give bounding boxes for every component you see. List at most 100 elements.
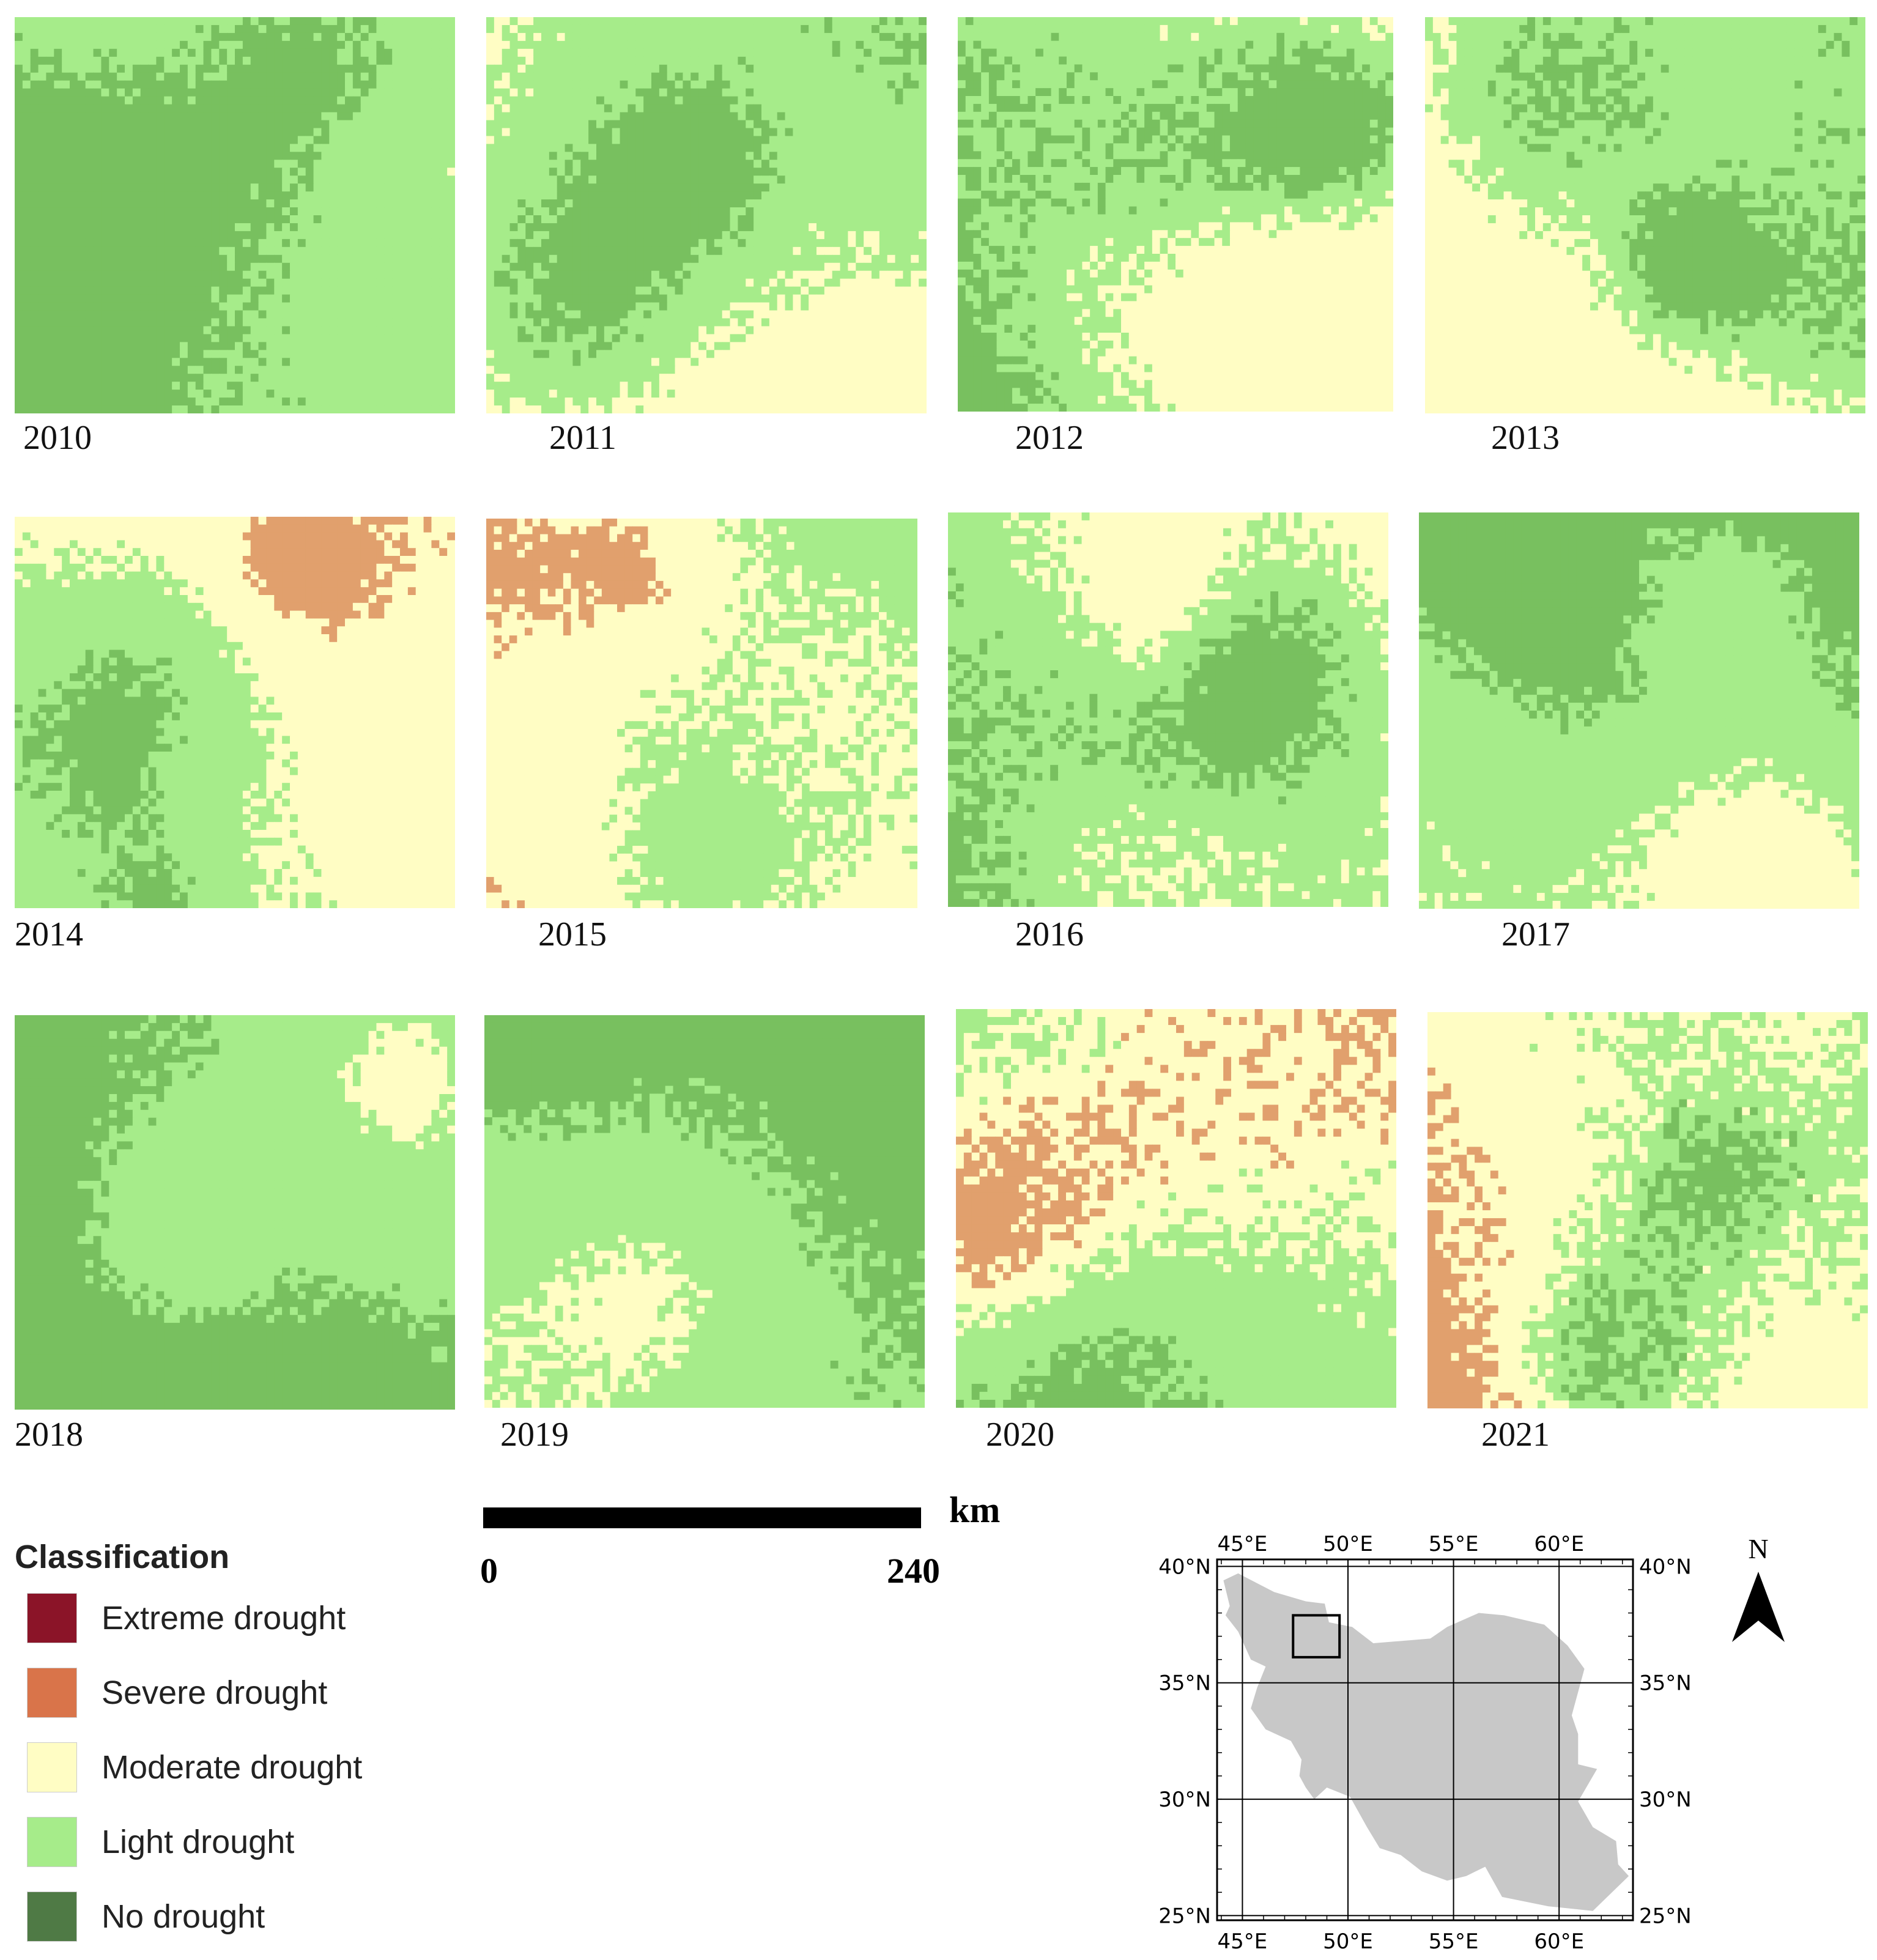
raster-cell [919, 80, 927, 89]
raster-cell [15, 278, 23, 287]
raster-cell [612, 231, 621, 240]
raster-cell [856, 294, 864, 303]
raster-cell [164, 231, 172, 240]
raster-cell [132, 17, 141, 26]
raster-cell [816, 17, 825, 26]
raster-cell [274, 160, 283, 168]
raster-cell [431, 366, 440, 374]
raster-cell [651, 40, 660, 50]
raster-cell [156, 168, 165, 176]
raster-cell [407, 88, 416, 97]
raster-cell [777, 17, 786, 26]
raster-cell [22, 199, 31, 208]
raster-cell [565, 120, 574, 129]
raster-cell [415, 199, 424, 208]
raster-cell [517, 223, 526, 232]
raster-cell [675, 191, 684, 200]
raster-cell [180, 390, 188, 398]
raster-cell [525, 128, 534, 136]
raster-cell [109, 398, 117, 406]
raster-cell [148, 160, 157, 168]
raster-cell [352, 223, 361, 232]
raster-cell [572, 40, 581, 50]
raster-cell [258, 374, 267, 382]
raster-cell [612, 48, 621, 57]
raster-cell [557, 262, 566, 272]
raster-cell [376, 342, 385, 350]
raster-cell [588, 176, 597, 184]
raster-cell [879, 96, 888, 105]
raster-cell [525, 239, 534, 248]
raster-cell [651, 302, 660, 311]
raster-cell [407, 310, 416, 319]
raster-cell [690, 136, 699, 144]
raster-cell [777, 239, 786, 248]
raster-cell [667, 17, 676, 26]
raster-cell [305, 231, 314, 240]
raster-cell [101, 223, 109, 232]
raster-cell [683, 168, 691, 176]
raster-cell [738, 48, 746, 57]
raster-cell [635, 246, 644, 256]
raster-cell [109, 358, 117, 366]
raster-cell [628, 40, 636, 50]
raster-cell [282, 168, 291, 176]
raster-cell [541, 183, 550, 192]
raster-cell [30, 294, 39, 303]
raster-cell [447, 231, 455, 240]
raster-cell [297, 254, 306, 264]
raster-cell [486, 48, 495, 57]
raster-cell [258, 350, 267, 358]
raster-cell [675, 183, 684, 192]
raster-cell [746, 104, 754, 113]
raster-cell [439, 152, 448, 160]
raster-cell [572, 191, 581, 200]
raster-cell [840, 223, 849, 232]
raster-cell [667, 294, 676, 303]
raster-cell [864, 152, 872, 160]
raster-cell [313, 231, 322, 240]
raster-cell [643, 96, 652, 105]
raster-cell [423, 302, 432, 311]
raster-cell [714, 215, 723, 224]
raster-cell [282, 366, 291, 374]
raster-cell [46, 88, 54, 97]
raster-cell [22, 168, 31, 176]
raster-cell [588, 112, 597, 121]
raster-cell [486, 302, 495, 311]
raster-cell [730, 239, 739, 248]
raster-cell [384, 56, 393, 65]
raster-cell [895, 32, 904, 42]
raster-cell [832, 239, 841, 248]
raster-cell [345, 104, 354, 113]
raster-cell [690, 262, 699, 272]
raster-cell [919, 112, 927, 121]
raster-cell [93, 310, 102, 319]
raster-cell [219, 390, 228, 398]
raster-cell [93, 398, 102, 406]
raster-cell [706, 176, 715, 184]
raster-cell [297, 231, 306, 240]
raster-cell [580, 318, 589, 327]
raster-cell [93, 366, 102, 374]
raster-cell [911, 246, 919, 256]
raster-cell [180, 72, 188, 81]
raster-cell [38, 302, 47, 311]
raster-cell [824, 231, 833, 240]
raster-cell [423, 342, 432, 350]
raster-cell [297, 112, 306, 121]
raster-cell [274, 56, 283, 65]
raster-cell [407, 231, 416, 240]
raster-cell [258, 398, 267, 406]
raster-cell [722, 72, 731, 81]
raster-cell [879, 152, 888, 160]
raster-cell [541, 199, 550, 208]
raster-cell [227, 310, 235, 319]
raster-cell [282, 278, 291, 287]
raster-cell [54, 398, 62, 406]
raster-cell [313, 286, 322, 295]
raster-cell [730, 199, 739, 208]
raster-cell [809, 231, 817, 240]
raster-cell [274, 246, 283, 256]
raster-cell [565, 239, 574, 248]
